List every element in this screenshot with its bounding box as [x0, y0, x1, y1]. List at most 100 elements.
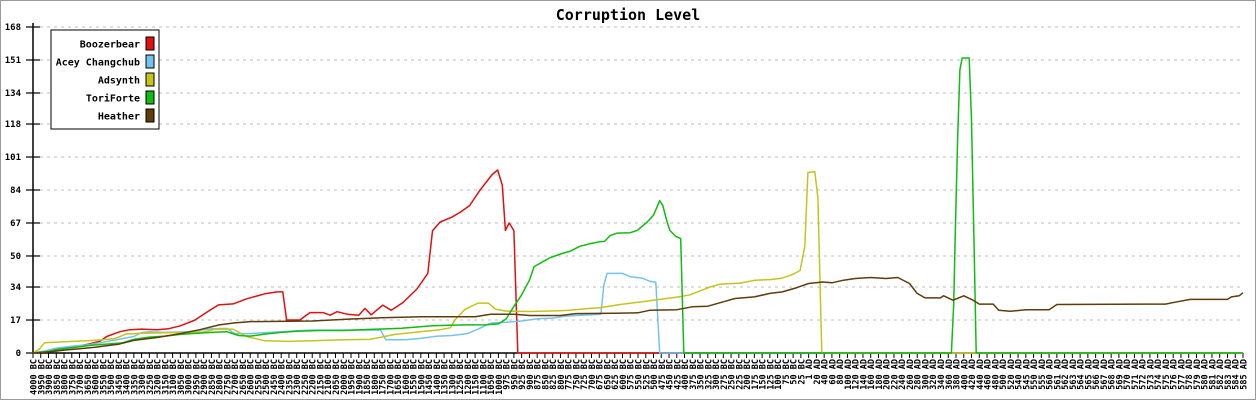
x-tick-label: 2800 BC: [216, 359, 226, 395]
x-tick-label: 2700 BC: [231, 359, 241, 395]
x-tick-label: 564 AD: [1077, 359, 1087, 390]
x-tick-label: 2900 BC: [200, 359, 210, 395]
x-tick-label: 20 AD: [813, 359, 823, 385]
x-tick-label: 585 AD: [1240, 359, 1250, 390]
x-tick-label: 580 AD: [1201, 359, 1211, 390]
y-tick-label: 0: [16, 349, 21, 359]
y-tick-label: 17: [10, 316, 21, 326]
x-tick-label: 1600 BC: [402, 359, 412, 395]
x-tick-label: 584 AD: [1232, 359, 1242, 390]
legend-box: [50, 29, 160, 130]
x-tick-label: 1200 BC: [464, 359, 474, 395]
x-tick-label: 2750 BC: [223, 359, 233, 395]
x-tick-label: 575 AD: [1162, 359, 1172, 390]
x-tick-label: 3600 BC: [92, 359, 102, 395]
y-tick-label: 67: [10, 219, 21, 229]
x-tick-label: 825 BC: [549, 359, 559, 390]
x-tick-label: 1750 BC: [379, 359, 389, 395]
x-tick-label: 320 AD: [929, 359, 939, 390]
x-tick-label: 275 BC: [720, 359, 730, 390]
y-tick-label: 168: [5, 23, 21, 33]
x-tick-label: 1000 BC: [495, 359, 505, 395]
x-tick-label: 572 AD: [1139, 359, 1149, 390]
x-tick-label: 574 AD: [1154, 359, 1164, 390]
x-tick-label: 2200 BC: [309, 359, 319, 395]
legend-label: Boozerbear: [80, 40, 140, 51]
series-lines: [32, 57, 1244, 354]
x-tick-label: 675 BC: [596, 359, 606, 390]
x-tick-label: 460 AD: [984, 359, 994, 390]
x-tick-label: 3500 BC: [107, 359, 117, 395]
x-tick-label: 100 AD: [844, 359, 854, 390]
y-tick-label: 118: [5, 120, 21, 130]
x-tick-label: 200 AD: [883, 359, 893, 390]
x-tick-label: 1250 BC: [456, 359, 466, 395]
x-tick-label: 1950 BC: [348, 359, 358, 395]
x-tick-label: 450 BC: [666, 359, 676, 390]
x-tick-label: 573 AD: [1146, 359, 1156, 390]
y-tick-label: 151: [5, 56, 21, 66]
x-tick-label: 3700 BC: [76, 359, 86, 395]
x-tick-label: 500 AD: [999, 359, 1009, 390]
x-tick-label: 568 AD: [1108, 359, 1118, 390]
x-tick-label: 1800 BC: [371, 359, 381, 395]
x-tick-label: 583 AD: [1224, 359, 1234, 390]
x-tick-label: 325 BC: [704, 359, 714, 390]
x-tick-label: 2050 BC: [332, 359, 342, 395]
x-tick-label: 300 AD: [921, 359, 931, 390]
x-tick-label: 400 BC: [681, 359, 691, 390]
x-tick-label: 575 BC: [627, 359, 637, 390]
x-tick-label: 300 BC: [712, 359, 722, 390]
x-tick-label: 560 AD: [1046, 359, 1056, 390]
x-tick-label: 550 AD: [1030, 359, 1040, 390]
x-tick-label: 100 BC: [774, 359, 784, 390]
legend-label: Heather: [98, 112, 140, 123]
x-tick-label: 375 BC: [689, 359, 699, 390]
x-tick-label: 420 AD: [968, 359, 978, 390]
x-tick-label: 3850 BC: [53, 359, 63, 395]
x-tick-label: 600 BC: [619, 359, 629, 390]
x-tick-label: 3250 BC: [146, 359, 156, 395]
x-tick-label: 340 AD: [937, 359, 947, 390]
series-line-boozerbear: [32, 169, 1243, 354]
series-line-heather: [32, 276, 1244, 354]
x-tick-label: 577 AD: [1177, 359, 1187, 390]
x-tick-label: 4000 BC: [30, 359, 40, 395]
x-tick-label: 582 AD: [1216, 359, 1226, 390]
x-tick-label: 2500 BC: [262, 359, 272, 395]
y-axis-ticks: 0 17 34 50 67 84 101 118 134 151 168: [5, 23, 40, 359]
x-tick-label: 175 BC: [751, 359, 761, 390]
legend-swatch-adsynth: [145, 72, 155, 87]
x-tick-label: 3100 BC: [169, 359, 179, 395]
x-tick-label: 579 AD: [1193, 359, 1203, 390]
x-tick-label: 545 AD: [1022, 359, 1032, 390]
x-tick-label: 3900 BC: [45, 359, 55, 395]
x-tick-label: 240 AD: [898, 359, 908, 390]
x-tick-label: 3200 BC: [154, 359, 164, 395]
x-tick-label: 3000 BC: [185, 359, 195, 395]
x-tick-label: 200 BC: [743, 359, 753, 390]
chart-title: Corruption Level: [556, 6, 701, 24]
legend-swatch-heather: [145, 108, 155, 123]
x-tick-label: 1450 BC: [425, 359, 435, 395]
y-tick-label: 101: [5, 153, 21, 163]
x-tick-label: 520 AD: [1007, 359, 1017, 390]
x-tick-label: 425 BC: [673, 359, 683, 390]
x-tick-label: 2100 BC: [324, 359, 334, 395]
x-tick-label: 1100 BC: [479, 359, 489, 395]
x-tick-label: 1050 BC: [487, 359, 497, 395]
legend-swatch-acey-changchub: [145, 54, 155, 69]
x-tick-label: 561 AD: [1053, 359, 1063, 390]
x-tick-label: 3800 BC: [61, 359, 71, 395]
x-tick-label: 950 BC: [510, 359, 520, 390]
x-tick-label: 380 AD: [953, 359, 963, 390]
x-tick-label: 3750 BC: [68, 359, 78, 395]
x-tick-label: 480 AD: [991, 359, 1001, 390]
x-tick-label: 440 AD: [976, 359, 986, 390]
x-tick-label: 571 AD: [1131, 359, 1141, 390]
x-tick-label: 50 BC: [790, 359, 800, 385]
x-tick-label: 2550 BC: [254, 359, 264, 395]
legend-label: ToriForte: [86, 93, 140, 105]
x-tick-label: 3550 BC: [99, 359, 109, 395]
